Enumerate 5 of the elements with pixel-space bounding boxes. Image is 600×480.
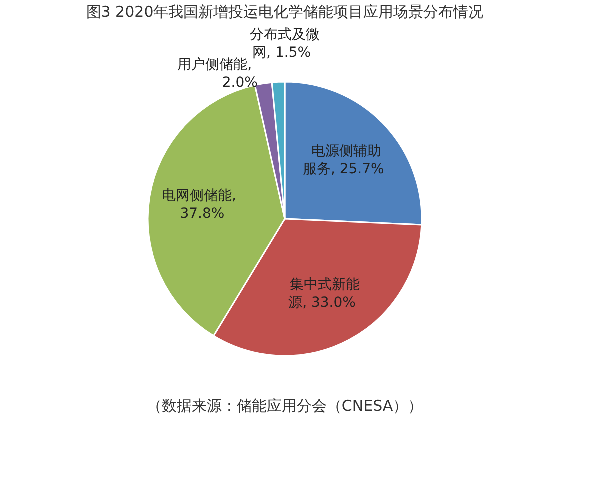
text: （数据来源：储能应用分会（CNESA）） xyxy=(146,397,424,415)
chart-title: 图3 2020年我国新增投运电化学储能项目应用场景分布情况 xyxy=(86,3,484,21)
slice-label: 电网侧储能, 37.8% xyxy=(162,188,236,222)
slice-label: 电源侧辅助服务, 25.7% xyxy=(302,143,384,178)
slice-label: 集中式新能源, 33.0% xyxy=(288,276,360,311)
